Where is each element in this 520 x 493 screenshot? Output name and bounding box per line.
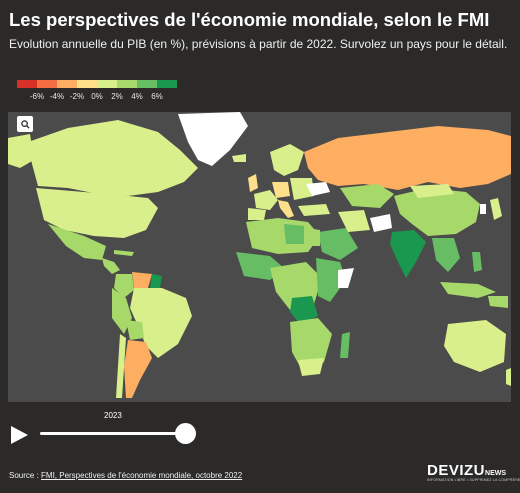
country-guyana[interactable] [150, 274, 162, 288]
country-saudi-arabia[interactable] [318, 228, 358, 260]
country-brazil[interactable] [130, 288, 192, 358]
country-chile[interactable] [116, 334, 126, 398]
country-papua-new-guinea[interactable] [488, 296, 508, 308]
legend-swatch [157, 80, 177, 88]
country-ukraine[interactable] [306, 182, 330, 196]
brand-tagline: INFORMATION LIBRE • SUPPRIMEZ LA COMPRÉH… [427, 478, 520, 482]
country-kazakhstan[interactable] [340, 184, 394, 208]
legend-swatch [37, 80, 57, 88]
country-france[interactable] [254, 190, 278, 210]
timeline-slider-thumb[interactable] [175, 423, 196, 444]
legend-label: 6% [151, 92, 163, 101]
legend-label: -4% [49, 92, 65, 101]
world-map[interactable] [8, 112, 511, 402]
country-new-zealand[interactable] [506, 368, 511, 386]
country-argentina[interactable] [124, 340, 152, 398]
country-drc[interactable] [290, 296, 318, 324]
country-indonesia[interactable] [440, 282, 496, 298]
legend-swatch [117, 80, 137, 88]
country-mongolia[interactable] [410, 184, 454, 198]
page-title: Les perspectives de l'économie mondiale,… [9, 9, 490, 30]
country-bolivia[interactable] [126, 320, 144, 340]
legend-swatch [77, 80, 97, 88]
timeline-control: 2023 [8, 408, 208, 448]
country-iceland[interactable] [232, 154, 246, 162]
country-canada[interactable] [28, 120, 198, 196]
brand-news: NEWS [485, 470, 507, 477]
country-colombia[interactable] [114, 274, 134, 298]
country-southeast-asia[interactable] [432, 238, 460, 272]
page-subtitle: Evolution annuelle du PIB (en %), prévis… [9, 37, 508, 51]
country-uk[interactable] [248, 174, 258, 192]
timeline-track[interactable] [40, 432, 190, 435]
legend-label: 4% [131, 92, 143, 101]
country-scandinavia[interactable] [270, 144, 304, 176]
country-japan[interactable] [490, 198, 502, 220]
country-egypt[interactable] [306, 228, 320, 246]
country-iran[interactable] [338, 210, 370, 232]
play-icon [8, 426, 30, 450]
country-turkey[interactable] [298, 204, 330, 216]
legend-swatch [137, 80, 157, 88]
country-afghanistan[interactable] [370, 214, 392, 232]
source-prefix: Source : [9, 471, 42, 480]
source-link[interactable]: FMI, Perspectives de l'économie mondiale… [41, 471, 243, 480]
country-usa[interactable] [36, 188, 158, 238]
country-mexico[interactable] [48, 224, 106, 260]
country-venezuela[interactable] [132, 272, 152, 288]
legend-label: 2% [111, 92, 123, 101]
brand-logo: DEVIZUNEWS INFORMATION LIBRE • SUPPRIMEZ… [427, 462, 520, 486]
source-note: Source : FMI, Perspectives de l'économie… [9, 471, 242, 480]
country-greenland[interactable] [178, 112, 248, 166]
legend-label: -6% [29, 92, 45, 101]
country-eastern-europe[interactable] [290, 178, 314, 200]
country-italy[interactable] [278, 200, 294, 218]
legend-label: 0% [91, 92, 103, 101]
country-south-africa[interactable] [298, 358, 324, 376]
world-map-svg[interactable] [8, 112, 511, 402]
color-legend: -6% -4% -2% 0% 2% 4% 6% [17, 80, 197, 106]
legend-swatch [57, 80, 77, 88]
country-somalia[interactable] [338, 268, 354, 288]
country-germany[interactable] [272, 182, 290, 198]
country-philippines[interactable] [472, 252, 482, 272]
legend-swatch [17, 80, 37, 88]
map-zoom-button[interactable] [17, 116, 33, 132]
brand-name: DEVIZU [427, 462, 486, 479]
country-central-america[interactable] [102, 258, 120, 274]
legend-swatch [97, 80, 117, 88]
timeline-year-label: 2023 [104, 411, 122, 420]
country-india[interactable] [390, 230, 426, 278]
legend-label: -2% [69, 92, 85, 101]
country-russia[interactable] [304, 126, 511, 190]
country-china[interactable] [394, 188, 480, 236]
country-spain[interactable] [248, 208, 266, 220]
search-icon [20, 119, 30, 129]
country-australia[interactable] [444, 320, 506, 372]
country-east-africa[interactable] [316, 258, 346, 302]
play-button[interactable] [8, 424, 30, 446]
country-usa-alaska[interactable] [8, 134, 34, 168]
country-korea[interactable] [480, 204, 486, 214]
country-libya[interactable] [284, 224, 304, 244]
country-cuba[interactable] [114, 250, 134, 256]
country-madagascar[interactable] [340, 332, 350, 358]
